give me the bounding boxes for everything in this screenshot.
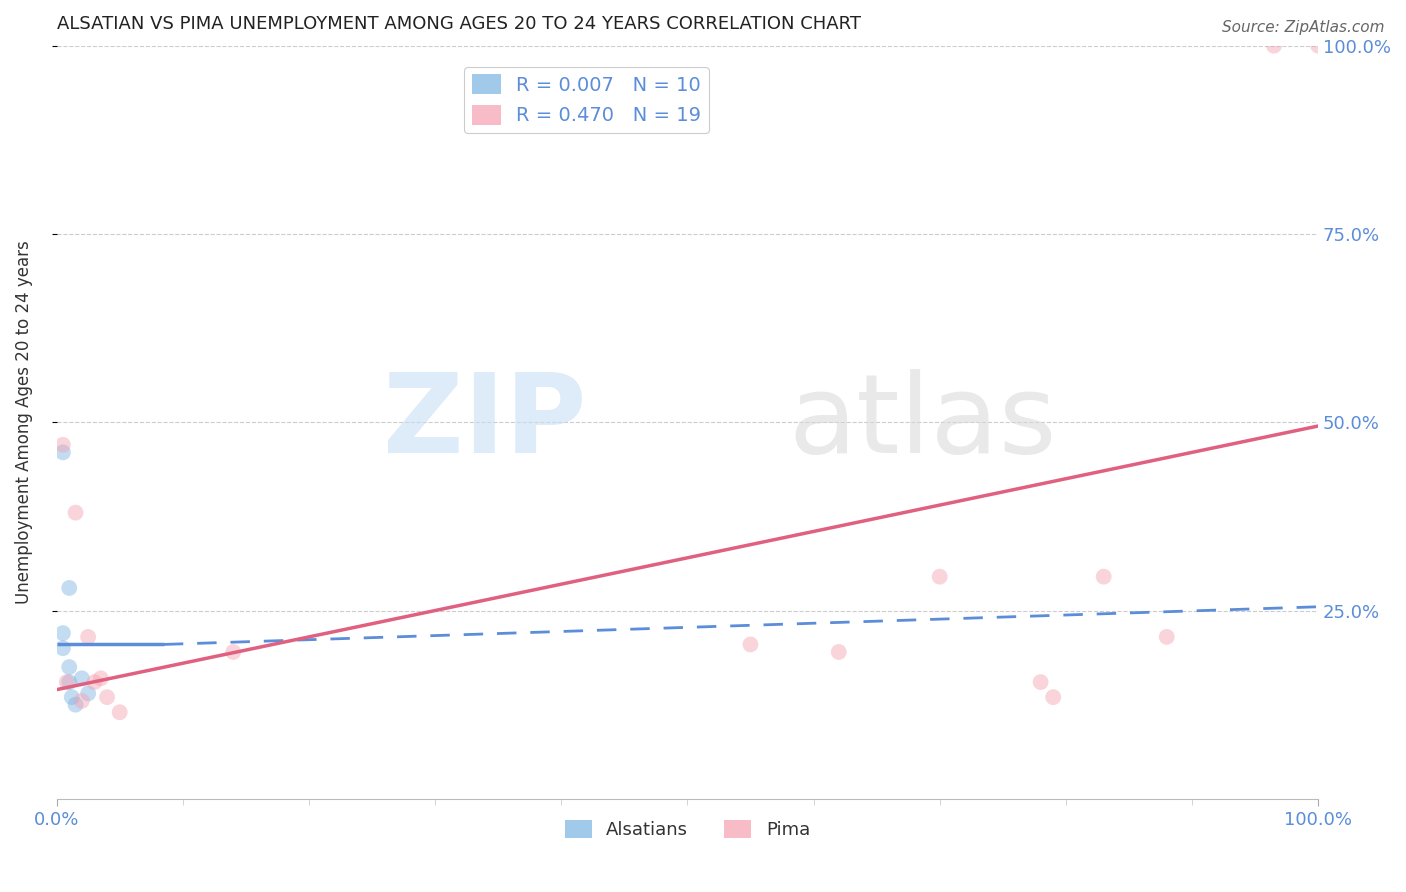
Point bbox=[52, 641, 75, 656]
Text: ALSATIAN VS PIMA UNEMPLOYMENT AMONG AGES 20 TO 24 YEARS CORRELATION CHART: ALSATIAN VS PIMA UNEMPLOYMENT AMONG AGES… bbox=[56, 15, 860, 33]
Point bbox=[1042, 690, 1064, 705]
Y-axis label: Unemployment Among Ages 20 to 24 years: Unemployment Among Ages 20 to 24 years bbox=[15, 240, 32, 604]
Point bbox=[70, 671, 93, 685]
Point bbox=[740, 637, 762, 651]
Point bbox=[928, 569, 950, 583]
Point bbox=[52, 626, 75, 640]
Point bbox=[1263, 38, 1285, 53]
Point bbox=[52, 438, 75, 452]
Text: Source: ZipAtlas.com: Source: ZipAtlas.com bbox=[1222, 20, 1385, 35]
Point bbox=[52, 445, 75, 459]
Point bbox=[90, 671, 112, 685]
Point bbox=[60, 690, 83, 705]
Point bbox=[1029, 675, 1052, 690]
Point bbox=[1156, 630, 1178, 644]
Point bbox=[77, 686, 100, 700]
Point bbox=[1092, 569, 1115, 583]
Point bbox=[96, 690, 118, 705]
Point bbox=[58, 675, 80, 690]
Point bbox=[65, 506, 87, 520]
Point bbox=[58, 660, 80, 674]
Point bbox=[65, 698, 87, 712]
Text: atlas: atlas bbox=[789, 368, 1057, 475]
Point bbox=[222, 645, 245, 659]
Legend: Alsatians, Pima: Alsatians, Pima bbox=[557, 813, 817, 847]
Point bbox=[1308, 38, 1330, 53]
Point bbox=[58, 581, 80, 595]
Point bbox=[55, 675, 77, 690]
Text: ZIP: ZIP bbox=[382, 368, 586, 475]
Point bbox=[77, 630, 100, 644]
Point bbox=[828, 645, 851, 659]
Point bbox=[83, 675, 105, 690]
Point bbox=[108, 705, 131, 719]
Point bbox=[70, 694, 93, 708]
